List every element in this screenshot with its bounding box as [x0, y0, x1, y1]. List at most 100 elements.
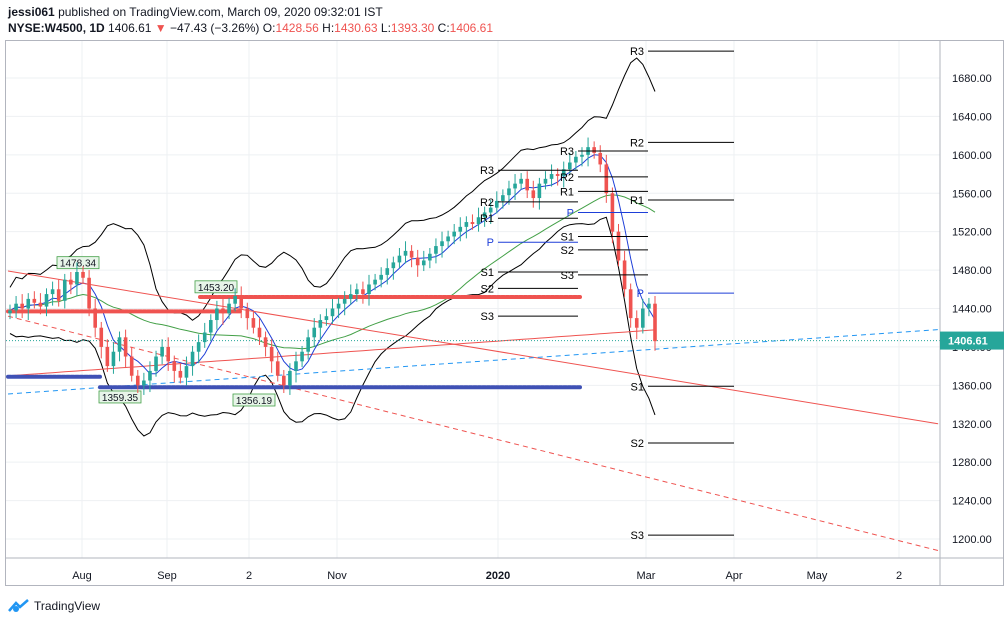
y-tick-label: 1360.00 — [952, 380, 992, 392]
pivot-label-r2: R2 — [480, 197, 494, 209]
candle-body — [531, 190, 536, 199]
candle-body — [598, 152, 603, 165]
y-tick-label: 1560.00 — [952, 188, 992, 200]
candle-body — [628, 289, 633, 319]
pivot-label-s3: S3 — [631, 530, 644, 542]
candle-body — [148, 370, 152, 381]
candle-body — [178, 370, 183, 378]
x-tick-label: Aug — [72, 570, 92, 582]
candle-body — [348, 294, 353, 299]
overlays: 1478.34 1453.20 1359.35 1356.19 — [6, 57, 940, 552]
open-label: O: — [262, 21, 276, 35]
x-tick-label: 2020 — [486, 570, 510, 582]
close-label: C: — [437, 21, 450, 35]
pivot-label-s3: S3 — [561, 270, 574, 282]
candle-body — [549, 174, 554, 179]
candle-body — [184, 366, 189, 378]
price-label-box — [194, 280, 238, 294]
candle-body — [105, 346, 110, 367]
price-label: 1453.20 — [198, 283, 235, 294]
close-value: 1406.61 — [449, 21, 494, 35]
candle-body — [87, 277, 91, 309]
candle-body — [634, 318, 639, 328]
candle-body — [306, 337, 310, 352]
candle-body — [20, 303, 24, 309]
candle-body — [196, 342, 201, 352]
tradingview-logo-icon[interactable] — [8, 599, 30, 613]
candle-body — [251, 318, 256, 328]
candle-body — [592, 147, 596, 153]
candle-body — [312, 327, 317, 338]
high-label: H: — [322, 21, 335, 35]
candle-body — [294, 361, 298, 371]
x-tick-label: 2 — [246, 570, 252, 582]
pivot-label-s2: S2 — [481, 283, 494, 295]
candle-body — [434, 246, 438, 254]
candle-body — [227, 303, 231, 314]
candle-body — [391, 262, 396, 269]
pivot-label-s1: S1 — [631, 381, 644, 393]
candles — [8, 137, 657, 395]
price-label: 1478.34 — [60, 259, 97, 270]
candle-body — [81, 272, 85, 278]
price-label-box — [56, 256, 100, 270]
candle-body — [537, 183, 542, 199]
candle-body — [409, 250, 414, 258]
candle-body — [415, 257, 420, 266]
last-price-badge-label: 1406.61 — [948, 336, 988, 348]
candle-body — [580, 154, 584, 157]
pivot-label-r3: R3 — [630, 46, 644, 58]
candle-body — [397, 255, 402, 263]
candle-body — [641, 308, 645, 328]
candle-body — [385, 268, 390, 275]
candle-body — [209, 320, 213, 333]
x-tick-label: May — [807, 570, 828, 582]
change-value: −47.43 (−3.26%) — [170, 21, 260, 35]
candle-body — [525, 178, 530, 191]
candle-body — [75, 272, 79, 285]
candle-body — [62, 279, 67, 301]
x-tick-label: Nov — [327, 570, 347, 582]
pivot-label-p: P — [637, 288, 644, 300]
pivot-label-s2: S2 — [561, 245, 574, 257]
y-tick-label: 1640.00 — [952, 111, 992, 123]
candle-body — [555, 174, 560, 176]
candle-body — [428, 253, 432, 261]
pivot-label-s1: S1 — [481, 267, 494, 279]
axes: 1200.001240.001280.001320.001360.001400.… — [6, 41, 1004, 586]
y-tick-label: 1280.00 — [952, 457, 992, 469]
candle-body — [470, 222, 475, 224]
candle-body — [172, 361, 177, 371]
candle-body — [616, 231, 621, 261]
candle-body — [342, 298, 347, 304]
grid-lines — [6, 41, 940, 558]
price-label: 1356.19 — [236, 396, 273, 407]
pivot-label-r1: R1 — [630, 195, 644, 207]
candle-body — [8, 310, 12, 314]
pivot-label-s2: S2 — [631, 438, 644, 450]
x-tick-label: 2 — [896, 570, 902, 582]
ma-green-line — [9, 194, 656, 350]
chart-frame — [5, 40, 1004, 586]
candle-body — [440, 241, 444, 247]
candle-body — [507, 188, 511, 196]
author-name[interactable]: jessi061 — [8, 5, 55, 19]
change-arrow-icon: ▼ — [154, 21, 167, 35]
candle-body — [56, 289, 61, 301]
candle-body — [458, 226, 463, 232]
pivot-label-r2: R2 — [560, 172, 574, 184]
footer: TradingView — [8, 596, 100, 616]
pivot-label-r3: R3 — [480, 165, 494, 177]
high-value: 1430.63 — [334, 21, 378, 35]
y-tick-label: 1320.00 — [952, 419, 992, 431]
candle-body — [111, 351, 116, 367]
candle-body — [215, 308, 219, 321]
candle-body — [282, 375, 286, 386]
candle-body — [69, 279, 73, 285]
brand-name[interactable]: TradingView — [34, 599, 101, 613]
pivot-label-r1: R1 — [560, 186, 574, 198]
candle-body — [464, 222, 469, 227]
candle-body — [452, 231, 456, 237]
candle-body — [421, 260, 426, 266]
